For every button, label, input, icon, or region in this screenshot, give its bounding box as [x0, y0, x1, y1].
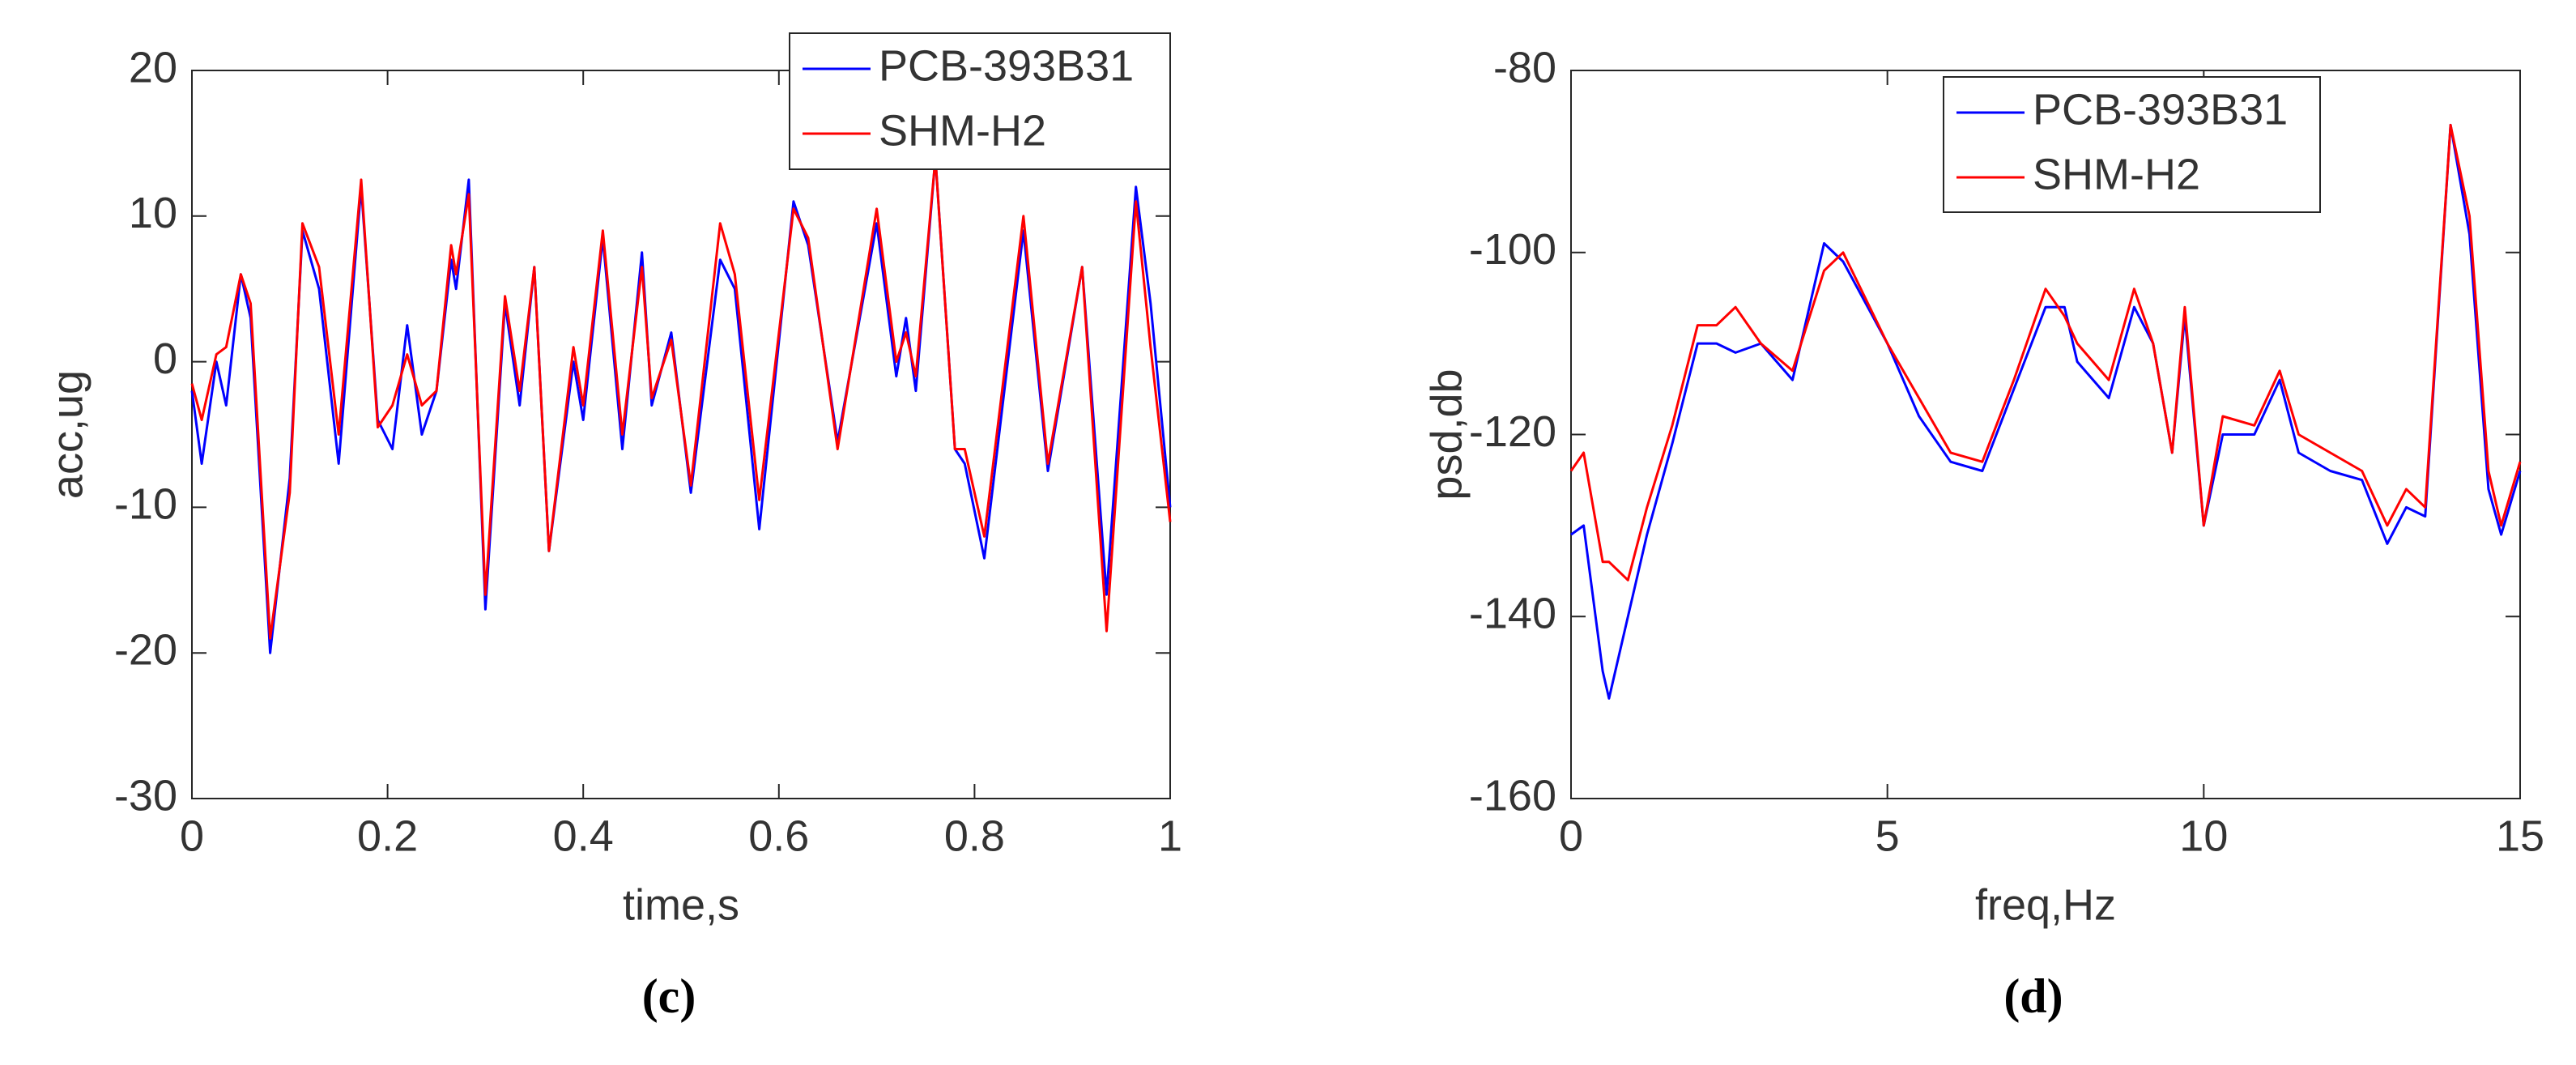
legend-label: SHM-H2	[879, 106, 1046, 155]
y-axis-label: acc,ug	[43, 370, 92, 499]
y-tick-label: -10	[114, 480, 177, 529]
caption: (c)	[642, 969, 696, 1023]
y-tick-label: -20	[114, 625, 177, 674]
x-tick-label: 1	[1158, 812, 1182, 860]
x-axis-label: time,s	[623, 880, 739, 929]
y-tick-label: -120	[1469, 407, 1556, 456]
y-axis-label: psd,db	[1422, 368, 1471, 500]
x-axis-label: freq,Hz	[1975, 880, 2116, 929]
legend-label: PCB-393B31	[2033, 85, 2288, 134]
x-tick-label: 0.6	[748, 812, 809, 860]
y-tick-label: 0	[153, 334, 177, 383]
data-line	[190, 156, 1172, 654]
plot-area	[191, 70, 1171, 799]
x-tick-label: 0	[180, 812, 204, 860]
x-tick-label: 5	[1876, 812, 1900, 860]
legend-box	[789, 32, 1171, 170]
y-tick-label: -100	[1469, 225, 1556, 274]
legend-box	[1943, 76, 2321, 213]
data-line	[1569, 123, 2522, 581]
x-tick-label: 0.4	[553, 812, 614, 860]
x-tick-label: 0.8	[944, 812, 1005, 860]
y-tick-label: -80	[1493, 43, 1556, 92]
y-tick-label: -160	[1469, 771, 1556, 820]
caption: (d)	[2003, 969, 2063, 1023]
x-tick-label: 15	[2496, 812, 2544, 860]
legend-label: PCB-393B31	[879, 41, 1134, 90]
legend-label: SHM-H2	[2033, 150, 2200, 198]
legend: PCB-393B31 SHM-H2	[1943, 76, 2321, 213]
chart: -160 -140 -120 -100 -80 0 5 10 15 freq,Hz psd,db (d…	[1422, 43, 2544, 1023]
x-tick-label: 0	[1559, 812, 1583, 860]
y-tick-label: 20	[129, 43, 177, 92]
x-tick-label: 10	[2179, 812, 2228, 860]
y-tick-label: -140	[1469, 590, 1556, 638]
legend: PCB-393B31 SHM-H2	[789, 32, 1171, 170]
y-tick-label: 10	[129, 189, 177, 237]
chart: -30 -20 -10 0 10 20 0 0.2 0.4 0.6 0.8 1 time,s acc,ug…	[43, 32, 1182, 1023]
x-tick-label: 0.2	[357, 812, 418, 860]
data-line	[1570, 123, 2522, 700]
y-tick-label: -30	[114, 771, 177, 820]
data-line	[190, 156, 1172, 640]
